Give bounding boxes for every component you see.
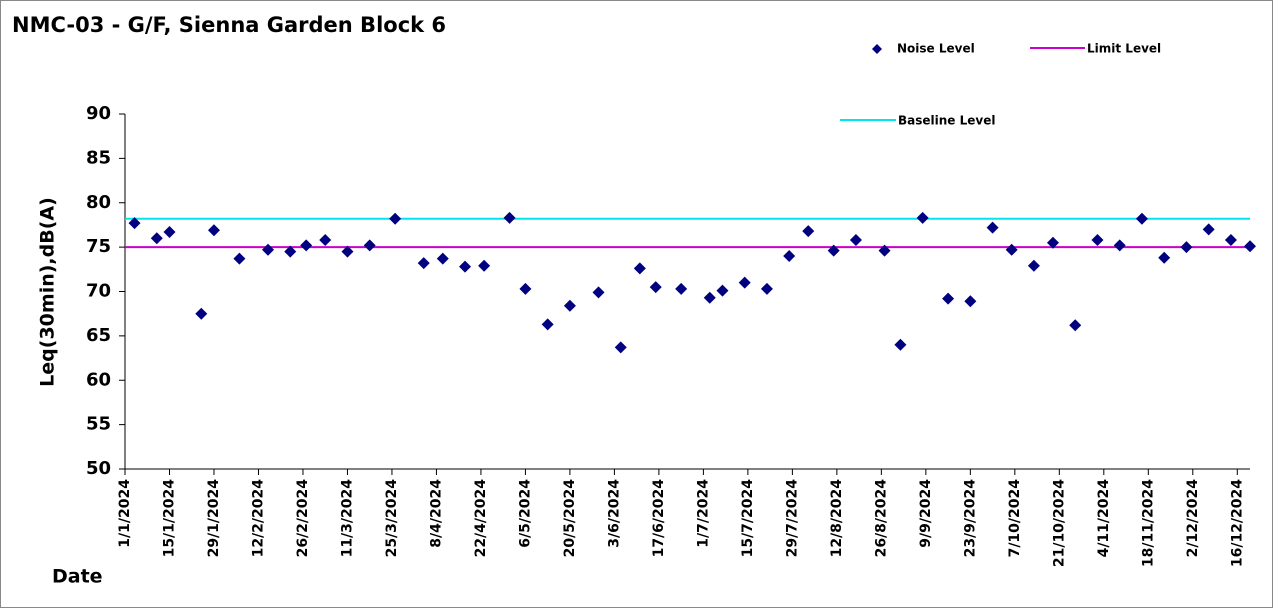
point	[675, 282, 688, 295]
point	[738, 276, 751, 289]
x-tick-label: 26/2/2024	[295, 479, 311, 558]
y-axis-label: Leq(30min),dB(A)	[37, 197, 59, 387]
point	[1224, 234, 1237, 247]
point	[849, 234, 862, 247]
point	[300, 239, 313, 252]
legend-label: Baseline Level	[898, 114, 995, 128]
point	[1046, 236, 1059, 249]
x-tick-label: 1/7/2024	[695, 479, 711, 548]
y-tick-label: 55	[86, 414, 111, 435]
x-tick-label: 3/6/2024	[606, 479, 622, 548]
point	[802, 225, 815, 238]
point	[760, 282, 773, 295]
point	[894, 338, 907, 351]
x-tick-label: 15/7/2024	[740, 479, 756, 558]
y-tick-label: 70	[86, 281, 111, 302]
chart-title: NMC-03 - G/F, Sienna Garden Block 6	[12, 13, 446, 37]
point	[478, 259, 491, 272]
x-tick-label: 9/9/2024	[918, 479, 934, 548]
y-tick-label: 90	[86, 103, 111, 124]
x-tick-label: 29/1/2024	[206, 479, 222, 558]
point	[1091, 234, 1104, 247]
point	[262, 243, 275, 256]
point	[716, 284, 729, 297]
y-tick-label: 50	[86, 458, 111, 479]
point	[563, 299, 576, 312]
point	[284, 245, 297, 258]
point	[1180, 241, 1193, 254]
point	[703, 291, 716, 304]
point	[1113, 239, 1126, 252]
legend-marker	[872, 44, 882, 54]
x-tick-label: 21/10/2024	[1051, 479, 1067, 567]
x-tick-label: 12/8/2024	[829, 479, 845, 558]
point	[436, 252, 449, 265]
legend-label: Limit Level	[1087, 42, 1161, 56]
point	[150, 232, 163, 245]
x-tick-label: 1/1/2024	[117, 479, 133, 548]
point	[1069, 319, 1082, 332]
point	[878, 244, 891, 257]
y-tick-label: 60	[86, 369, 111, 390]
x-tick-label: 4/11/2024	[1096, 479, 1112, 558]
x-tick-label: 25/3/2024	[384, 479, 400, 558]
x-tick-label: 18/11/2024	[1140, 479, 1156, 567]
x-tick-label: 16/12/2024	[1229, 479, 1245, 567]
point	[1005, 243, 1018, 256]
point	[233, 252, 246, 265]
x-tick-label: 26/8/2024	[873, 479, 889, 558]
point	[916, 211, 929, 224]
point	[649, 281, 662, 294]
x-tick-label: 22/4/2024	[473, 479, 489, 558]
x-tick-label: 15/1/2024	[161, 479, 177, 558]
point	[614, 341, 627, 354]
point	[195, 307, 208, 320]
x-tick-label: 23/9/2024	[962, 479, 978, 558]
point	[128, 217, 141, 230]
point	[942, 292, 955, 305]
x-tick-label: 20/5/2024	[562, 479, 578, 558]
point	[503, 211, 516, 224]
y-tick-label: 85	[86, 147, 111, 168]
point	[459, 260, 472, 273]
point	[519, 282, 532, 295]
y-tick-label: 65	[86, 325, 111, 346]
point	[417, 257, 430, 270]
point	[163, 226, 176, 239]
point	[964, 295, 977, 308]
point	[541, 318, 554, 331]
point	[827, 244, 840, 257]
y-tick-label: 75	[86, 236, 111, 257]
legend-label: Noise Level	[897, 42, 975, 56]
point	[341, 245, 354, 258]
point	[1158, 251, 1171, 264]
x-tick-label: 6/5/2024	[517, 479, 533, 548]
point	[1027, 259, 1040, 272]
x-tick-label: 12/2/2024	[250, 479, 266, 558]
point	[986, 221, 999, 234]
x-tick-label: 11/3/2024	[339, 479, 355, 558]
y-tick-label: 80	[86, 192, 111, 213]
x-tick-label: 2/12/2024	[1185, 479, 1201, 558]
point	[319, 234, 332, 247]
x-tick-label: 8/4/2024	[428, 479, 444, 548]
x-tick-label: 29/7/2024	[784, 479, 800, 558]
x-tick-label: 17/6/2024	[651, 479, 667, 558]
point	[783, 250, 796, 262]
point	[633, 262, 646, 275]
point	[1244, 240, 1256, 253]
x-tick-label: 7/10/2024	[1007, 479, 1023, 558]
point	[363, 239, 376, 252]
point	[1135, 212, 1148, 225]
point	[592, 286, 605, 299]
point	[207, 224, 220, 237]
x-axis-label: Date	[52, 566, 103, 588]
point	[1202, 223, 1215, 236]
point	[389, 212, 402, 225]
